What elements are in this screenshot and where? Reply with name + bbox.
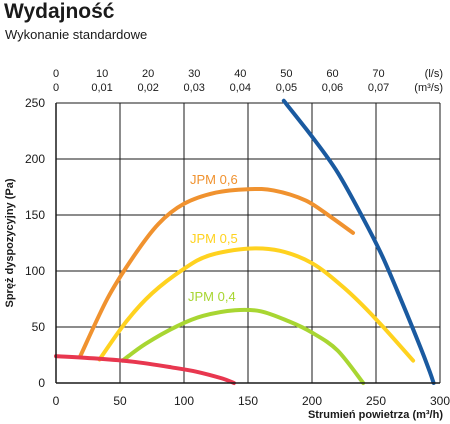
secondary-tick-m3s: 0,02 [137,82,158,94]
x-tick-label: 300 [430,394,450,408]
series-label-jpm-0-6: JPM 0,6 [190,172,238,187]
secondary-unit-m3s: (m³/s) [414,82,443,94]
series-line-jpm-0-4 [120,307,366,385]
secondary-tick-m3s: 0,07 [368,82,389,94]
y-tick-label: 50 [32,320,46,334]
series-line-jpm-0-5 [97,246,416,363]
x-tick-label: 0 [53,394,60,408]
y-tick-label: 150 [25,208,45,222]
secondary-tick-m3s: 0 [53,82,59,94]
y-tick-label: 250 [25,96,45,110]
series-label-jpm-0-5: JPM 0,5 [190,231,238,246]
series-line-unnamed [281,98,436,385]
axes [55,103,440,384]
secondary-tick-m3s: 0,01 [91,82,112,94]
secondary-tick-ls: 60 [326,68,338,80]
y-tick-label: 100 [25,264,45,278]
y-tick-label: 0 [38,376,45,390]
x-axis-title: Strumień powietrza (m³/h) [308,409,443,421]
tick-labels: 0 50 100 150 200 250 30005010015020025000100,0… [25,68,450,408]
secondary-tick-ls: 30 [188,68,200,80]
chart-subtitle: Wykonanie standardowe [5,27,148,42]
series-labels: JPM 0,6 JPM 0,5 JPM 0,4 [188,172,238,304]
y-tick-label: 200 [25,152,45,166]
x-tick-label: 200 [302,394,322,408]
chart-title: Wydajność [4,0,115,23]
x-tick-label: 100 [174,394,194,408]
x-tick-label: 50 [113,394,127,408]
secondary-tick-ls: 0 [53,68,59,80]
series-line-jpm-0-6 [78,186,355,359]
secondary-tick-m3s: 0,06 [322,82,343,94]
secondary-tick-ls: 50 [280,68,292,80]
series-label-jpm-0-4: JPM 0,4 [188,289,236,304]
grid [56,102,441,383]
secondary-tick-ls: 10 [96,68,108,80]
secondary-tick-ls: 20 [142,68,154,80]
secondary-tick-ls: 40 [234,68,246,80]
y-axis-title: Spręż dyspozycyjny (Pa) [4,178,16,307]
series-layer [54,98,436,385]
x-tick-label: 250 [366,394,386,408]
secondary-tick-m3s: 0,03 [184,82,205,94]
x-tick-label: 150 [238,394,258,408]
secondary-tick-m3s: 0,04 [230,82,251,94]
secondary-unit-ls: (l/s) [425,68,443,80]
secondary-tick-ls: 70 [372,68,384,80]
secondary-tick-m3s: 0,05 [276,82,297,94]
series-line-unnamed [54,354,236,385]
